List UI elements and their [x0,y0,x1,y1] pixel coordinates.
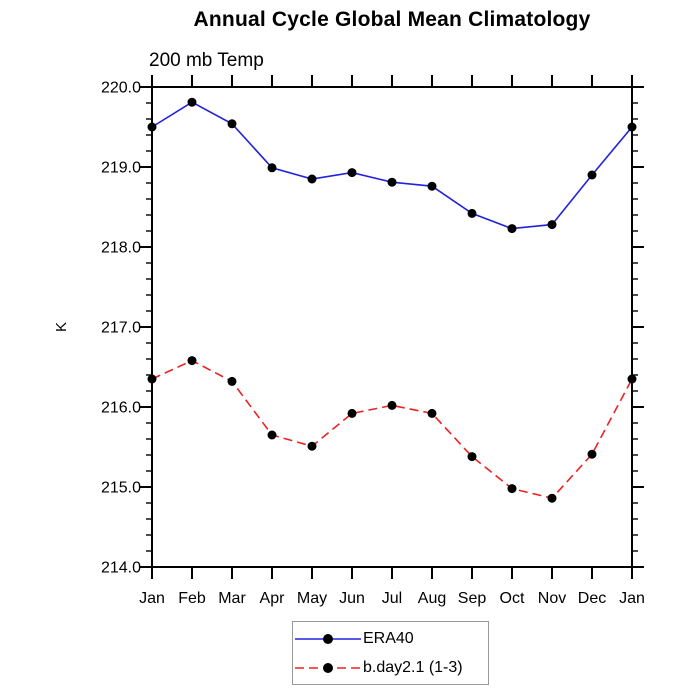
data-point-marker [187,97,197,107]
era40-line-sample [295,633,361,644]
data-point-marker [627,122,637,132]
legend: ERA40 b.day2.1 (1-3) [292,621,489,685]
x-axis-tick-label: Nov [538,590,566,607]
data-point-marker [507,484,517,494]
data-point-marker [347,408,357,418]
x-axis-tick-label: Feb [178,590,206,607]
x-axis-tick-label: Mar [218,590,246,607]
legend-item-bday21: b.day2.1 (1-3) [293,653,488,682]
x-axis-tick-label: Oct [500,590,525,607]
legend-label-era40: ERA40 [363,629,414,647]
y-axis-tick-label: 220.0 [101,80,141,97]
data-point-marker [587,449,597,459]
data-point-marker [307,174,317,184]
y-axis-tick-label: 219.0 [101,160,141,177]
legend-item-era40: ERA40 [293,624,488,653]
series-line-1 [151,359,633,500]
series-line-0 [151,101,633,230]
data-point-marker [587,170,597,180]
x-axis-tick-label: Aug [418,590,446,607]
legend-sample-marker [323,633,333,644]
y-axis-title: K [53,322,70,332]
data-point-marker [547,220,557,230]
legend-label-bday21: b.day2.1 (1-3) [363,658,463,676]
y-axis-tick-label: 216.0 [101,400,141,417]
data-point-marker [267,430,277,440]
data-point-marker [507,224,517,234]
plot-frame [151,86,633,568]
x-axis-tick-label: Dec [578,590,606,607]
data-point-marker [387,177,397,187]
y-axis-tick-label: 218.0 [101,240,141,257]
data-point-marker [467,452,477,462]
data-point-marker [347,168,357,178]
x-axis-tick-label: Jul [382,590,402,607]
data-point-marker [387,400,397,410]
y-axis-tick-label: 214.0 [101,560,141,577]
data-point-marker [467,208,477,218]
data-point-marker [147,374,157,384]
data-point-marker [227,119,237,129]
x-axis-tick-label: May [297,590,327,607]
x-axis-tick-label: Jan [619,590,645,607]
data-point-marker [267,163,277,173]
x-axis-tick-label: Jun [339,590,365,607]
data-point-marker [627,374,637,384]
data-point-marker [227,376,237,386]
data-point-marker [427,181,437,191]
data-point-marker [187,356,197,366]
data-point-marker [427,408,437,418]
chart-subtitle: 200 mb Temp [149,50,264,71]
data-point-marker [147,122,157,132]
x-axis-tick-label: Apr [260,590,286,607]
y-axis-tick-label: 215.0 [101,480,141,497]
bday21-line-sample [295,662,361,673]
x-axis-tick-label: Jan [139,590,165,607]
x-axis-tick-label: Sep [458,590,487,607]
data-point-marker [547,493,557,503]
chart-title: Annual Cycle Global Mean Climatology [193,8,591,31]
data-point-marker [307,441,317,451]
y-axis-tick-label: 217.0 [101,320,141,337]
legend-sample-marker [323,662,333,673]
